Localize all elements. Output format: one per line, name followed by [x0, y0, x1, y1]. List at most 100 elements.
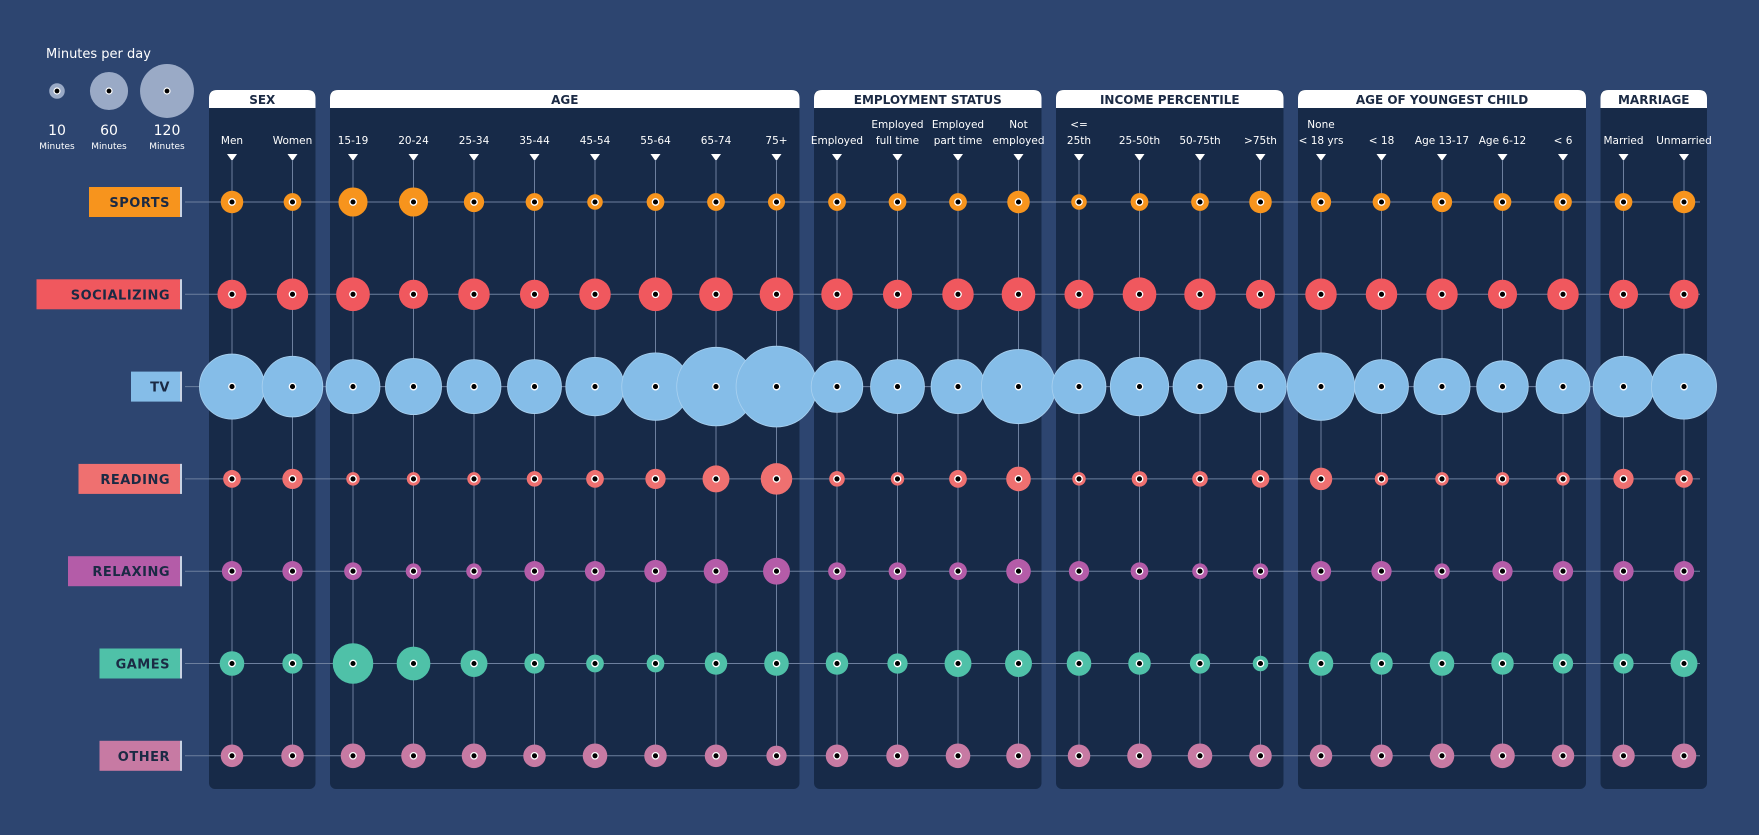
- row-label-box: [131, 371, 182, 402]
- bubble-center-dot: [1559, 567, 1567, 576]
- bubble-center-dot: [470, 659, 478, 668]
- row-socializing: SOCIALIZING: [36, 277, 1699, 312]
- bubble-center-dot: [1196, 659, 1204, 668]
- row-sports: SPORTS: [89, 187, 1696, 217]
- row-label-edge: [180, 279, 182, 310]
- panel-background: [330, 90, 800, 789]
- triangle-marker-icon: [1134, 154, 1145, 161]
- bubble-center-dot: [409, 567, 418, 576]
- triangle-marker-icon: [892, 154, 903, 161]
- bubble-center-dot: [651, 475, 660, 483]
- bubble-center-dot: [833, 290, 841, 299]
- bubble-center-dot: [349, 475, 357, 483]
- category-label: <=: [1070, 119, 1088, 131]
- bubble-center-dot: [1317, 382, 1325, 391]
- bubble-center-dot: [470, 567, 478, 576]
- category-label: 20-24: [398, 135, 429, 147]
- bubble-center-dot: [1196, 475, 1204, 483]
- row-label: TV: [150, 381, 170, 396]
- category-label: employed: [992, 135, 1044, 147]
- bubble-center-dot: [833, 382, 841, 391]
- bubble-center-dot: [1438, 198, 1446, 206]
- bubble-center-dot: [712, 475, 720, 483]
- bubble-center-dot: [1559, 290, 1567, 299]
- bubble-center-dot: [530, 567, 539, 576]
- bubble-center-dot: [1075, 198, 1083, 206]
- panel-background: [1056, 90, 1284, 789]
- category-label: >75th: [1244, 135, 1277, 147]
- bubble-center-dot: [651, 567, 660, 576]
- bubble-center-dot: [833, 659, 841, 668]
- bubble-center-dot: [288, 382, 297, 391]
- bubble-center-dot: [1559, 198, 1567, 206]
- bubble-center-dot: [1014, 567, 1023, 576]
- bubble-center-dot: [651, 751, 660, 760]
- row-reading: READING: [78, 463, 1693, 495]
- bubble-center-dot: [1075, 751, 1083, 760]
- bubble-center-dot: [712, 659, 720, 668]
- bubble-center-dot: [1377, 567, 1386, 576]
- bubble-center-dot: [1135, 198, 1144, 206]
- bubble-center-dot: [833, 567, 841, 576]
- category-label: Women: [273, 135, 313, 147]
- bubble-center-dot: [1256, 659, 1265, 668]
- row-label-box: [68, 556, 182, 587]
- bubble-center-dot: [288, 475, 297, 483]
- triangle-marker-icon: [227, 154, 237, 161]
- bubble-center-dot: [954, 659, 962, 668]
- panel-background: [1600, 90, 1707, 789]
- bubble-center-dot: [1196, 382, 1204, 391]
- triangle-marker-icon: [832, 154, 842, 161]
- bubble-center-dot: [228, 290, 236, 299]
- category-label: < 18 yrs: [1299, 135, 1344, 147]
- triangle-marker-icon: [590, 154, 600, 161]
- row-label-edge: [180, 463, 182, 494]
- category-label: < 6: [1554, 135, 1573, 147]
- bubble-center-dot: [349, 659, 357, 668]
- group-panel-age: AGE 15-19 20-24 25-34 35-44 45-54 55-64 65-74 75…: [330, 90, 800, 789]
- bubble-center-dot: [1377, 751, 1386, 760]
- category-label: Age 6-12: [1479, 135, 1526, 147]
- size-legend-title: Minutes per day: [46, 47, 151, 62]
- triangle-marker-icon: [771, 154, 782, 161]
- bubble-center-dot: [1619, 567, 1628, 576]
- bubble-center-dot: [591, 567, 599, 576]
- bubble-center-dot: [228, 751, 236, 760]
- bubble-center-dot: [1498, 475, 1507, 483]
- bubble-center-dot: [1135, 475, 1144, 483]
- category-label: Not: [1009, 119, 1027, 131]
- bubble-center-dot: [1196, 567, 1204, 576]
- bubble-center-dot: [228, 659, 236, 668]
- size-legend-unit: Minutes: [91, 142, 127, 152]
- size-legend-item: 60 Minutes: [89, 71, 129, 152]
- bubble-center-dot: [1014, 475, 1023, 483]
- bubble-center-dot: [288, 751, 297, 760]
- row-label-box: [36, 279, 182, 310]
- triangle-marker-icon: [1013, 154, 1024, 161]
- bubble-center-dot: [1680, 198, 1688, 206]
- bubble-center-dot: [1377, 475, 1386, 483]
- panel-header: [330, 90, 800, 108]
- bubble-center-dot: [591, 382, 599, 391]
- bubble-center-dot: [1438, 751, 1446, 760]
- bubble-center-dot: [893, 290, 902, 299]
- bubble-center-dot: [651, 290, 660, 299]
- panel-header: [1600, 90, 1707, 108]
- bubble-center-dot: [530, 198, 539, 206]
- bubble-center-dot: [1135, 382, 1144, 391]
- bubble-center-dot: [1317, 659, 1325, 668]
- row-relaxing: RELAXING: [68, 556, 1695, 587]
- triangle-marker-icon: [1618, 154, 1629, 161]
- row-label: SOCIALIZING: [71, 288, 170, 303]
- row-label-edge: [180, 187, 182, 217]
- bubble-center-dot: [1498, 290, 1507, 299]
- bubble-center-dot: [1619, 290, 1628, 299]
- size-legend-unit: Minutes: [149, 142, 185, 152]
- row-label: OTHER: [118, 750, 170, 765]
- size-legend-unit: Minutes: [39, 142, 75, 152]
- bubble-center-dot: [1619, 198, 1628, 206]
- bubble-center-dot: [712, 751, 720, 760]
- group-title: AGE OF YOUNGEST CHILD: [1356, 93, 1528, 107]
- category-label: Employed: [932, 119, 984, 131]
- category-label: 25th: [1067, 135, 1091, 147]
